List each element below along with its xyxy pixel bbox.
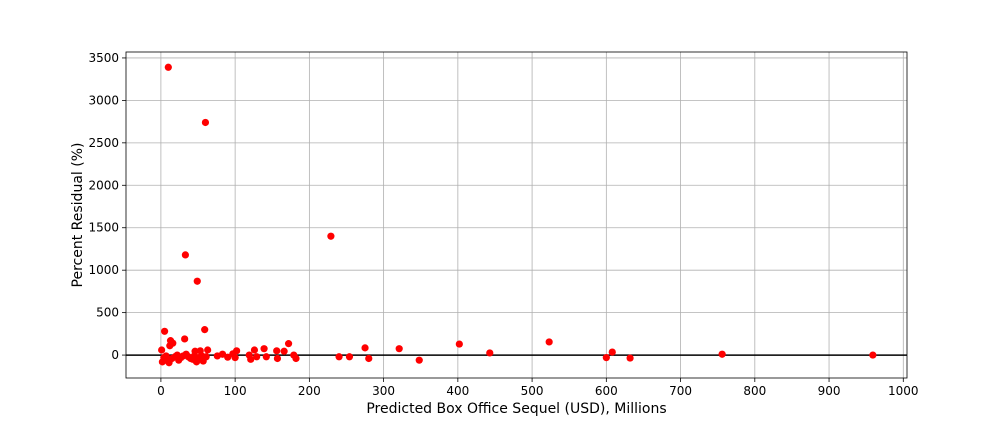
data-point [260,345,268,353]
plot-area-frame [125,51,908,379]
data-point [190,352,198,360]
data-points [158,63,877,367]
y-tick-label: 2000 [88,178,119,192]
data-point [455,340,463,348]
x-tick-label: 300 [372,384,395,398]
y-tick-label: 0 [111,348,119,362]
data-point [335,353,343,361]
data-point [486,349,494,357]
grid-lines [126,52,907,378]
data-point [292,354,300,363]
y-axis-ticks: 0 500 1000 1500 2000 2500 3000 3500 [88,51,126,362]
data-point [158,346,166,354]
data-point [415,356,423,364]
data-point [161,327,169,335]
data-point [253,353,261,361]
data-point [224,353,232,361]
data-point [602,354,610,362]
data-point [164,63,172,71]
x-tick-label: 800 [743,384,766,398]
x-axis-ticks: 0 100 200 300 400 500 600 700 800 900 1000 [157,378,919,398]
x-tick-label: 700 [669,384,692,398]
data-point [181,335,189,343]
data-point [204,346,212,354]
data-point [608,348,616,356]
data-point [869,351,877,359]
y-axis-label: Percent Residual (%) [70,143,86,288]
data-point [273,354,282,363]
x-tick-label: 500 [521,384,544,398]
data-point [193,277,201,285]
data-point [718,350,726,358]
data-point [273,347,281,355]
data-point [626,354,634,362]
data-point [181,251,189,259]
data-point [284,340,293,348]
data-point [345,353,354,361]
y-tick-label: 3000 [88,93,119,107]
data-point [247,355,255,363]
x-tick-label: 1000 [888,384,919,398]
data-point [545,338,553,346]
x-axis-label: Predicted Box Office Sequel (USD), Milli… [366,401,666,417]
data-point [231,354,239,362]
x-tick-label: 900 [818,384,841,398]
data-point [166,342,174,350]
data-point [213,352,221,360]
data-point [262,353,270,361]
y-tick-label: 1500 [88,221,119,235]
y-tick-label: 1000 [88,263,119,277]
data-point [202,353,210,361]
data-point [280,347,288,355]
data-point [201,326,209,334]
x-tick-label: 600 [595,384,618,398]
data-point [395,345,403,353]
data-point [361,344,369,352]
y-tick-label: 2500 [88,136,119,150]
x-tick-label: 400 [446,384,469,398]
x-tick-label: 100 [224,384,247,398]
data-point [327,232,335,240]
y-tick-label: 3500 [88,51,119,65]
x-tick-label: 200 [298,384,321,398]
data-point [250,346,259,354]
data-point [201,118,210,127]
y-tick-label: 500 [96,306,119,320]
x-tick-label: 0 [157,384,165,398]
data-point [365,354,373,363]
